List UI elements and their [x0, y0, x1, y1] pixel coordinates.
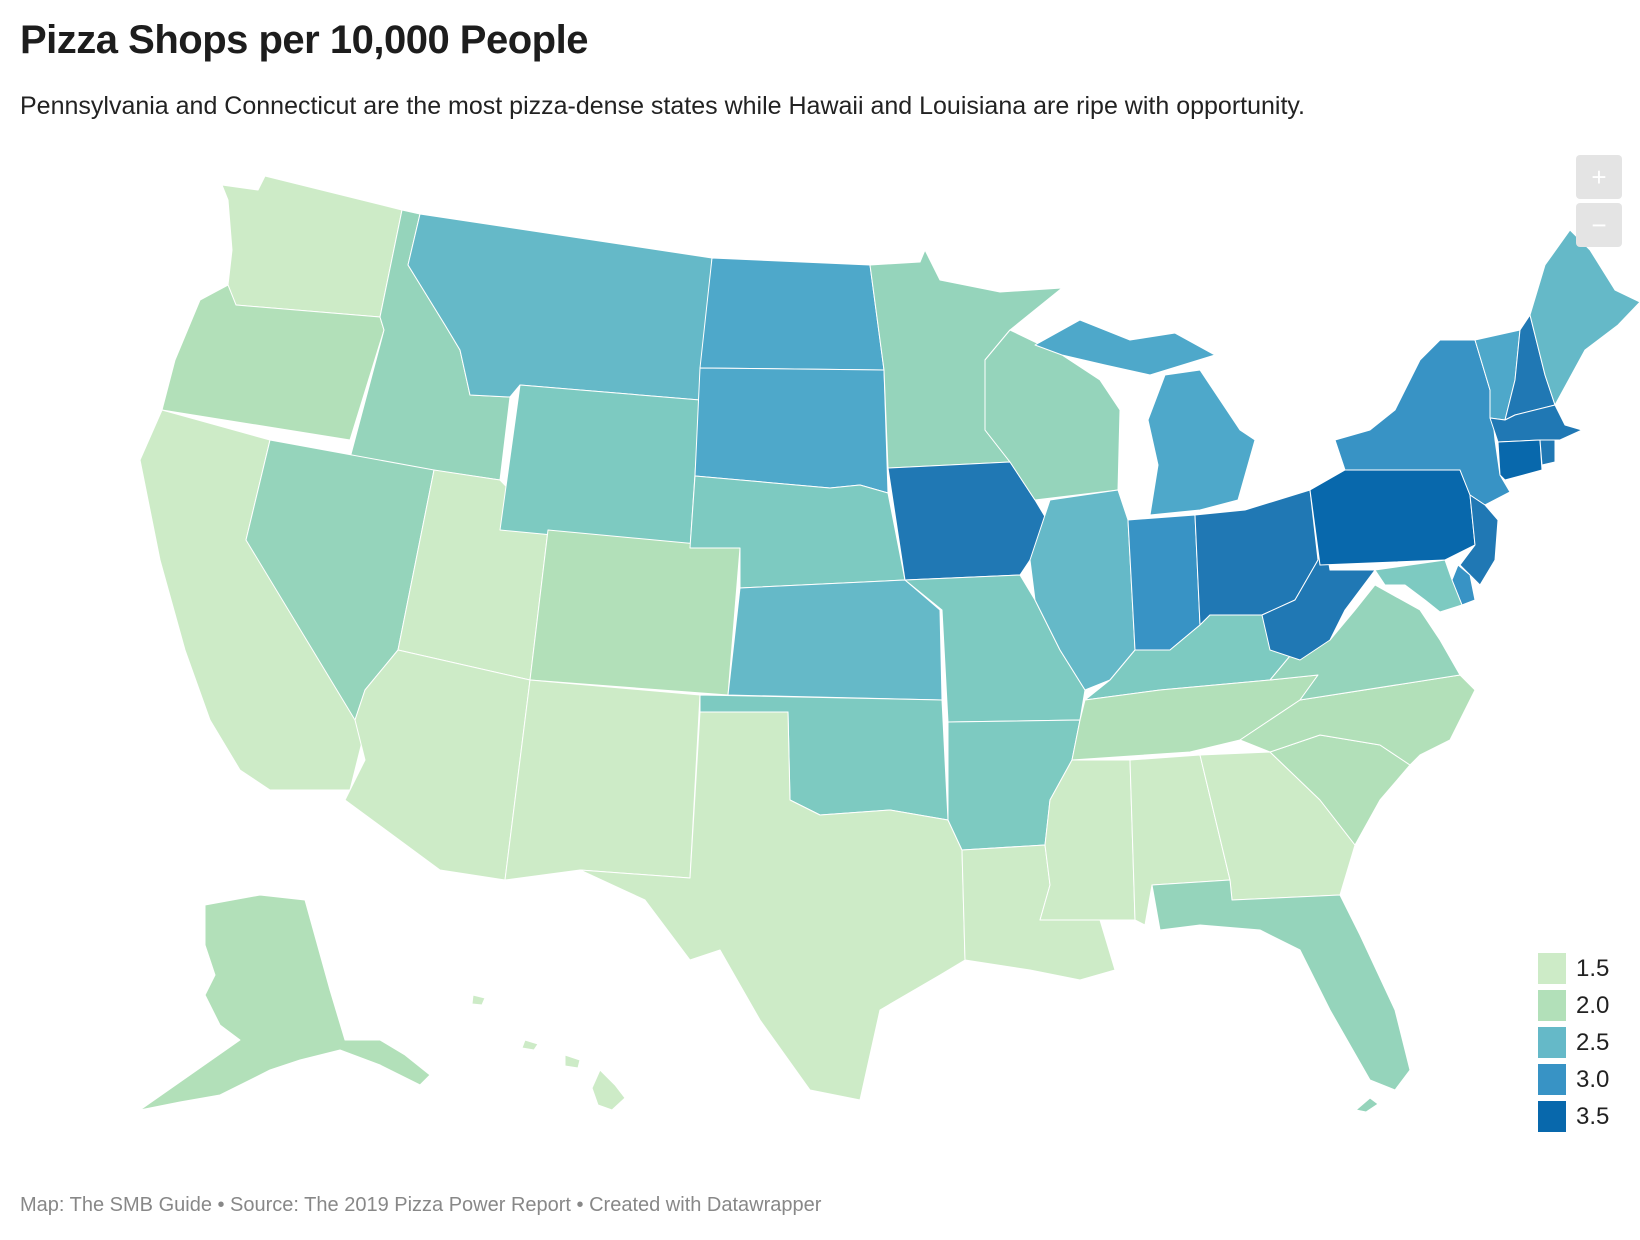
- legend-swatch: [1538, 953, 1566, 984]
- state-SD[interactable]: [694, 367, 889, 494]
- state-RI[interactable]: [1539, 439, 1556, 466]
- state-CO[interactable]: [529, 529, 741, 696]
- footer-credits: Map: The SMB Guide • Source: The 2019 Pi…: [20, 1194, 822, 1216]
- state-KS[interactable]: [727, 579, 943, 701]
- state-IL[interactable]: [1029, 489, 1136, 691]
- legend-item: 3.0: [1538, 1061, 1609, 1098]
- state-NJ[interactable]: [1459, 494, 1499, 586]
- state-WY[interactable]: [499, 384, 701, 549]
- legend-item: 1.5: [1538, 950, 1609, 987]
- state-OR[interactable]: [161, 284, 385, 441]
- state-WI[interactable]: [984, 329, 1121, 501]
- legend-swatch: [1538, 990, 1566, 1021]
- zoom-out-button[interactable]: −: [1576, 203, 1622, 247]
- legend-label: 2.5: [1576, 1028, 1610, 1056]
- map-subtitle: Pennsylvania and Connecticut are the mos…: [20, 92, 1305, 120]
- legend-label: 3.0: [1576, 1065, 1610, 1093]
- state-ND[interactable]: [699, 257, 885, 371]
- state-FL-keys: [1355, 1097, 1379, 1113]
- state-WA[interactable]: [221, 175, 403, 318]
- legend-label: 1.5: [1576, 954, 1610, 982]
- legend-item: 3.5: [1538, 1098, 1609, 1135]
- state-HI[interactable]: [471, 994, 626, 1111]
- state-AZ[interactable]: [344, 649, 531, 881]
- state-MD[interactable]: [1374, 559, 1463, 613]
- legend-swatch: [1538, 1101, 1566, 1132]
- us-choropleth-map[interactable]: [0, 150, 1640, 1150]
- state-ME[interactable]: [1529, 229, 1640, 406]
- state-MI[interactable]: [1147, 369, 1256, 516]
- state-FL[interactable]: [1151, 879, 1411, 1091]
- legend-swatch: [1538, 1027, 1566, 1058]
- state-AK[interactable]: [139, 894, 431, 1111]
- legend-item: 2.5: [1538, 1024, 1609, 1061]
- state-DE[interactable]: [1451, 564, 1476, 606]
- color-legend: 1.5 2.0 2.5 3.0 3.5: [1538, 950, 1609, 1135]
- state-TX[interactable]: [579, 711, 966, 1101]
- state-MI-UP[interactable]: [1034, 319, 1216, 376]
- map-title: Pizza Shops per 10,000 People: [20, 18, 588, 62]
- legend-label: 3.5: [1576, 1102, 1610, 1130]
- state-NM[interactable]: [504, 679, 701, 881]
- legend-item: 2.0: [1538, 987, 1609, 1024]
- state-CT[interactable]: [1497, 439, 1543, 481]
- state-PA[interactable]: [1309, 469, 1476, 566]
- legend-swatch: [1538, 1064, 1566, 1095]
- state-IN[interactable]: [1127, 514, 1201, 651]
- zoom-in-button[interactable]: +: [1576, 155, 1622, 199]
- legend-label: 2.0: [1576, 991, 1610, 1019]
